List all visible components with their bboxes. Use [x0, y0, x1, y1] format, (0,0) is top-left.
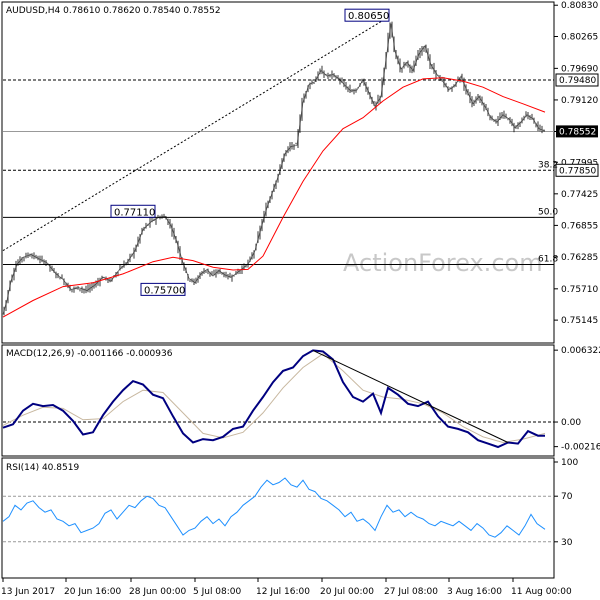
macd-signal-line [2, 353, 546, 444]
x-tick-label: 20 Jun 16:00 [64, 587, 121, 597]
level-label: 0.77850 [559, 166, 596, 176]
price-annotation-label: 0.77110 [114, 207, 155, 218]
price-annotation-box [344, 8, 390, 22]
x-axis: 13 Jun 2017 20 Jun 16:00 28 Jun 00:00 5 Jul… [1, 578, 572, 597]
price-y-tick-label: 0.79690 [561, 64, 598, 74]
x-tick-label: 5 Jul 08:00 [193, 587, 242, 597]
macd-line [2, 349, 545, 449]
rsi-y-tick-label: 100 [561, 458, 578, 468]
level-label-box [555, 163, 599, 177]
price-y-tick-label: 0.75145 [561, 316, 598, 326]
price-y-tick-label: 0.75710 [561, 285, 598, 295]
price-y-tick-label: 0.79120 [561, 96, 598, 106]
macd-y-tick-label: -0.002164 [561, 443, 600, 453]
fib-label: 50.0 [538, 207, 558, 217]
x-tick-label: 28 Jun 00:00 [129, 587, 186, 597]
x-tick-label: 20 Jul 00:00 [320, 587, 374, 597]
moving-average-line [2, 77, 546, 318]
price-header: AUDUSD,H4 0.78610 0.78620 0.78540 0.7855… [6, 6, 221, 16]
price-annotation-box [110, 204, 156, 218]
price-y-tick-label: 0.77995 [561, 158, 598, 168]
price-y-tick-label: 0.76855 [561, 221, 598, 231]
level-label: 0.79480 [559, 76, 596, 86]
price-layer: 0.808300.802650.796900.791200.785500.779… [2, 1, 599, 326]
rsi-y-tick-label: 70 [561, 492, 573, 502]
price-y-tick-label: 0.80265 [561, 33, 598, 43]
price-y-tick-label: 0.76285 [561, 253, 598, 263]
macd-header: MACD(12,26,9) -0.001166 -0.000936 [6, 349, 173, 359]
rsi-layer: 100 70 30 [2, 458, 578, 548]
price-annotation-label: 0.75700 [144, 285, 185, 296]
x-tick-label: 27 Jul 08:00 [384, 587, 438, 597]
fib-label: 38.2 [538, 160, 558, 170]
macd-layer: 0.006322 0.00 -0.002164 [2, 346, 600, 453]
watermark: ActionForex.com [343, 249, 543, 277]
price-annotation-label: 0.80650 [348, 11, 389, 22]
x-tick-label: 3 Aug 16:00 [447, 587, 502, 597]
level-label-box [555, 73, 599, 87]
macd-panel-frame [1, 344, 555, 457]
price-panel-frame [1, 1, 555, 344]
trendline [2, 17, 388, 252]
macd-trendline [312, 349, 509, 443]
price-y-tick-label: 0.80830 [561, 1, 598, 11]
rsi-line [2, 477, 546, 538]
fib-label: 61.8 [538, 254, 558, 264]
rsi-header: RSI(14) 40.8519 [6, 463, 79, 473]
macd-y-tick-label: 0.006322 [561, 346, 600, 356]
last-price-label: 0.78552 [559, 127, 596, 137]
x-tick-label: 11 Aug 00:00 [511, 587, 572, 597]
x-tick-label: 12 Jul 16:00 [256, 587, 310, 597]
macd-y-tick-label: 0.00 [561, 418, 581, 428]
rsi-panel-frame [1, 457, 555, 579]
x-tick-label: 13 Jun 2017 [1, 587, 55, 597]
last-price-box [556, 125, 598, 138]
price-annotation-box [140, 282, 186, 296]
price-y-tick-label: 0.77425 [561, 190, 598, 200]
rsi-y-tick-label: 30 [561, 538, 573, 548]
